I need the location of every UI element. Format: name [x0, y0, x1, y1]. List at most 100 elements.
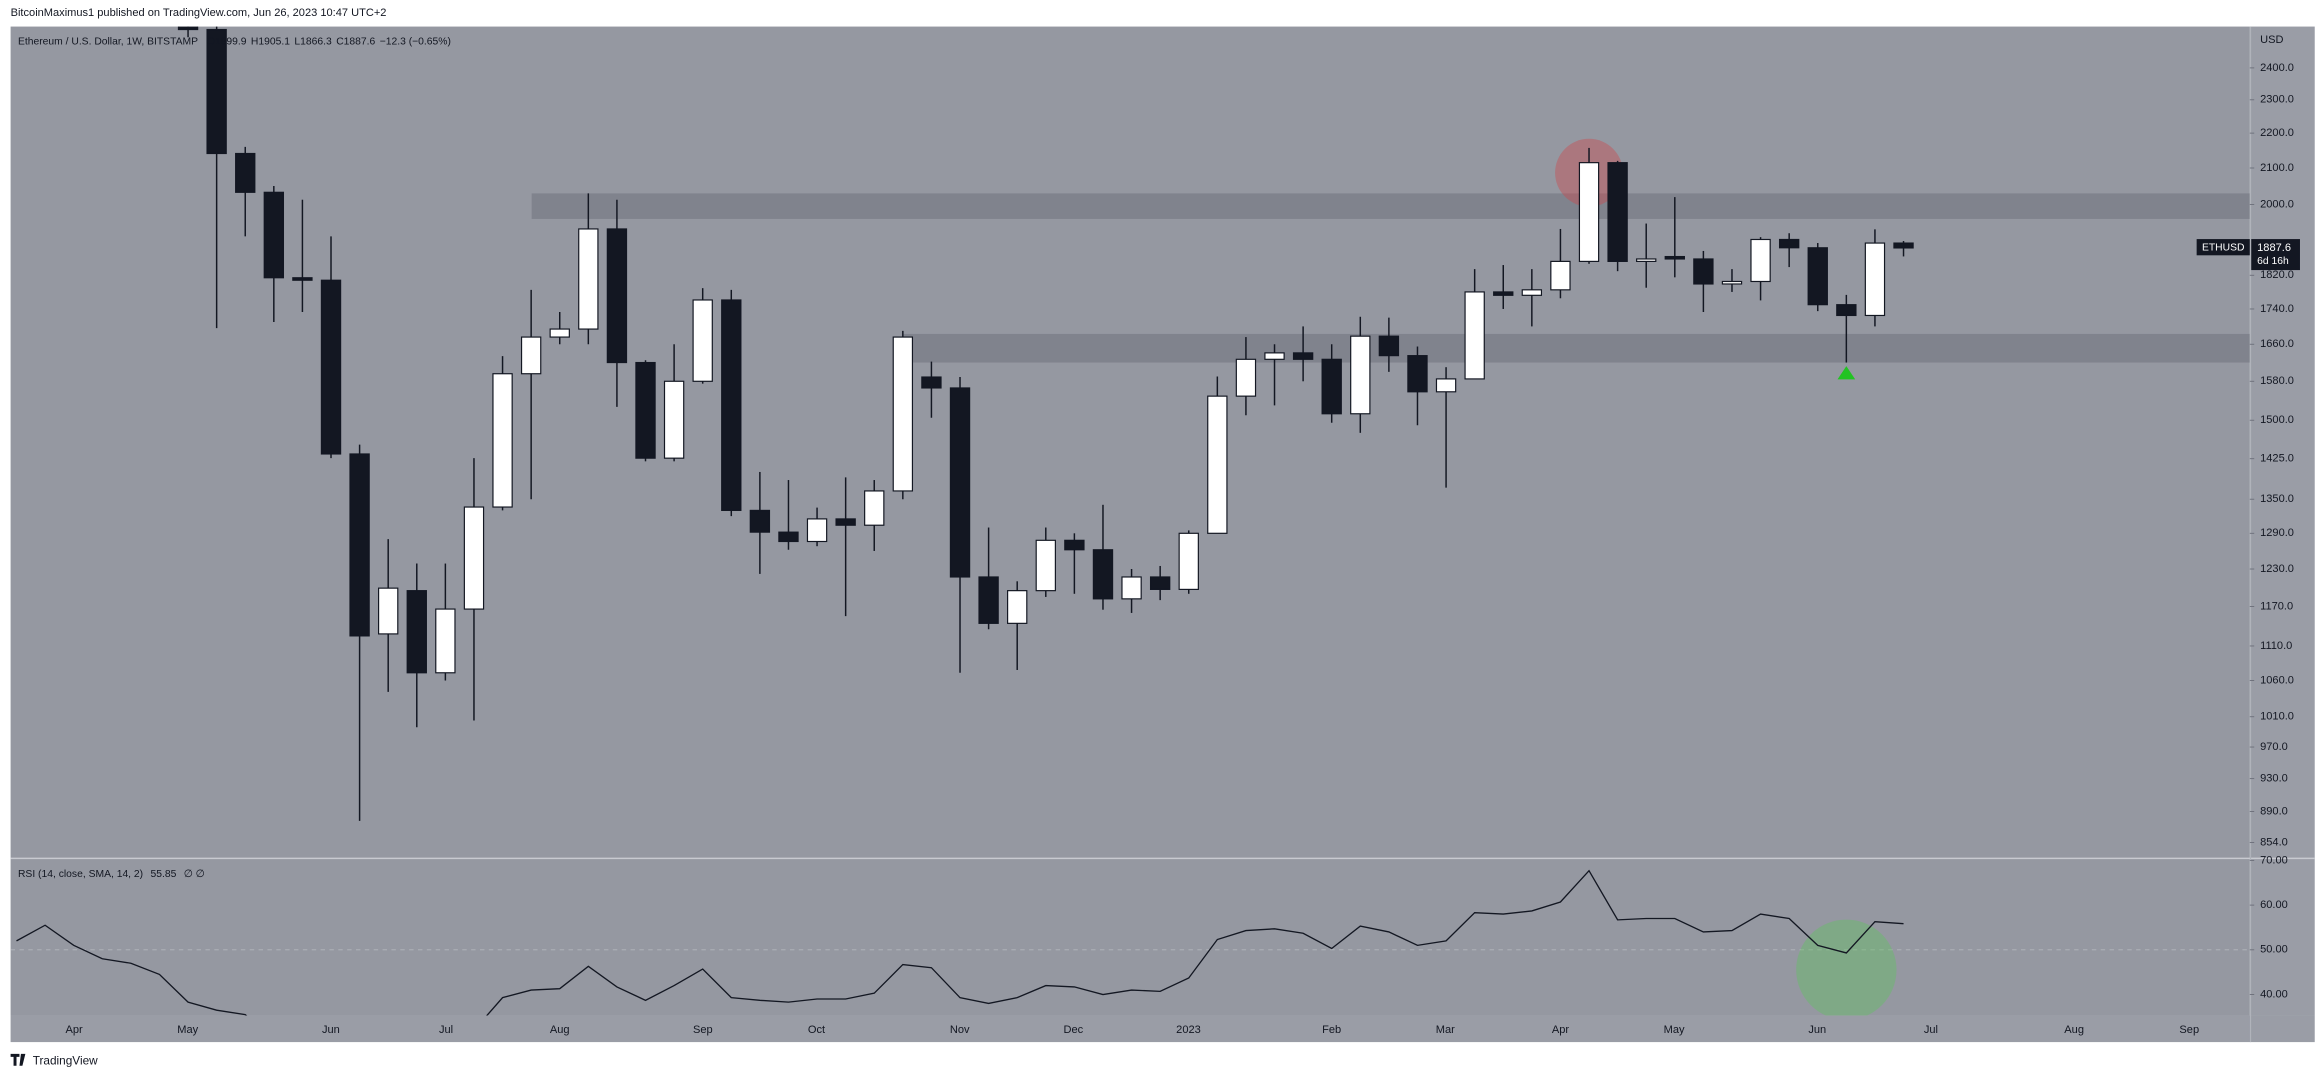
candle-body [864, 490, 885, 526]
x-tick-label: Apr [65, 1024, 83, 1036]
candle-body [949, 387, 971, 578]
candle-body [1521, 289, 1543, 296]
pane [10, 26, 2250, 1016]
candle-body [1350, 335, 1371, 415]
candle-body [1607, 162, 1628, 262]
candle-body [1893, 242, 1914, 249]
x-tick-label: Aug [2064, 1024, 2084, 1036]
candle-body [235, 152, 256, 193]
legend-value: 1866.3 [300, 36, 332, 47]
candle-body [1864, 242, 1886, 317]
candle-body [263, 191, 285, 279]
x-tick-label: Dec [1064, 1024, 1084, 1036]
y-tick-label: 1425.0 [2260, 453, 2294, 465]
currency: USD [2260, 34, 2283, 46]
candle-body [463, 506, 485, 610]
rsi-title: RSI (14, close, SMA, 14, 2) [18, 869, 143, 880]
x-tick-label: Sep [693, 1024, 713, 1036]
x-tick-label: Aug [550, 1024, 570, 1036]
countdown: 6d 16h [2257, 256, 2289, 267]
x-tick-label: Jun [322, 1024, 340, 1036]
candle-body [692, 299, 713, 382]
y-tick-label: 2100.0 [2260, 162, 2294, 174]
candle-body [1407, 355, 1428, 393]
x-tick-label: Apr [1552, 1024, 1570, 1036]
candle-body [1693, 258, 1714, 285]
price-axis [2249, 26, 2315, 1016]
candle-body [1292, 352, 1314, 360]
candle-body [778, 531, 799, 543]
y-tick-label: 50.00 [2260, 944, 2288, 956]
x-tick-label: May [1664, 1024, 1685, 1036]
header: BitcoinMaximus1 published on TradingView… [11, 7, 387, 19]
x-tick-label: Oct [808, 1024, 825, 1036]
y-tick-label: 2300.0 [2260, 94, 2294, 106]
y-tick-label: 1230.0 [2260, 563, 2294, 575]
x-tick-label: May [177, 1024, 198, 1036]
rsi-plot [10, 869, 2250, 1016]
resistance-zone [903, 333, 2250, 363]
footer: TradingView [10, 1053, 98, 1067]
y-tick-label: 1740.0 [2260, 303, 2294, 315]
y-tick-label: 2000.0 [2260, 198, 2294, 210]
candle-body [1149, 576, 1171, 590]
x-tick-label: Sep [2179, 1024, 2199, 1036]
y-tick-label: 930.0 [2260, 773, 2288, 785]
candle-body [1721, 280, 1743, 285]
candle-body [1578, 162, 1600, 262]
candle-body [492, 373, 513, 508]
x-tick-label: Feb [1322, 1024, 1341, 1036]
y-tick-label: 854.0 [2260, 836, 2288, 848]
y-tick-label: 1660.0 [2260, 338, 2294, 350]
candle-body [1064, 539, 1085, 551]
symbol-tag-bg [2196, 239, 2250, 256]
time-axis [10, 1015, 2315, 1043]
candle-body [1007, 590, 1028, 624]
y-tick-label: 1350.0 [2260, 493, 2294, 505]
y-tick-label: 1500.0 [2260, 414, 2294, 426]
candle-body [177, 26, 199, 31]
candle-body [320, 279, 342, 455]
candle-body [635, 361, 656, 459]
brand: TradingView [33, 1053, 98, 1067]
candle-body [1121, 576, 1142, 600]
candle-body [663, 380, 685, 459]
y-tick-label: 1290.0 [2260, 527, 2294, 539]
candle-body [1750, 238, 1771, 283]
rsi-legend: RSI (14, close, SMA, 14, 2) 55.85 ∅ ∅ [18, 869, 205, 880]
price-plot [177, 26, 2250, 821]
legend-change: −12.3 (−0.65%) [380, 36, 451, 47]
x-tick-label: 2023 [1176, 1024, 1201, 1036]
candle-body [1378, 335, 1400, 357]
y-tick-label: 1580.0 [2260, 375, 2294, 387]
legend-letter: L [294, 36, 300, 47]
candle-body [1178, 532, 1199, 590]
x-tick-label: Jun [1808, 1024, 1826, 1036]
resistance-zone [531, 193, 2250, 219]
x-tick-label: Nov [950, 1024, 970, 1036]
y-tick-label: 1170.0 [2260, 600, 2293, 612]
price-tag: 1887.6 [2257, 242, 2291, 254]
y-tick-label: 2200.0 [2260, 127, 2294, 139]
logo [10, 1053, 26, 1066]
legend-letter: H [251, 36, 258, 47]
legend-value: 1905.1 [258, 36, 290, 47]
candle-body [892, 336, 914, 492]
price-tag-bg [2251, 239, 2300, 271]
candle-body [349, 453, 370, 637]
candle-body [1464, 291, 1485, 380]
y-tick-label: 1110.0 [2260, 640, 2292, 652]
legend-title: Ethereum / U.S. Dollar, 1W, BITSTAMP [18, 36, 198, 47]
candle-body [921, 376, 942, 389]
candle-body [1636, 258, 1657, 262]
x-tick-label: Jul [439, 1024, 453, 1036]
candle-body [578, 228, 599, 330]
y-tick-label: 40.00 [2260, 988, 2288, 1000]
y-tick-label: 70.00 [2260, 854, 2288, 866]
legend-letter: C [336, 36, 344, 47]
y-tick-label: 1010.0 [2260, 711, 2294, 723]
legend-letter: O [207, 36, 215, 47]
y-tick-label: 970.0 [2260, 741, 2288, 753]
